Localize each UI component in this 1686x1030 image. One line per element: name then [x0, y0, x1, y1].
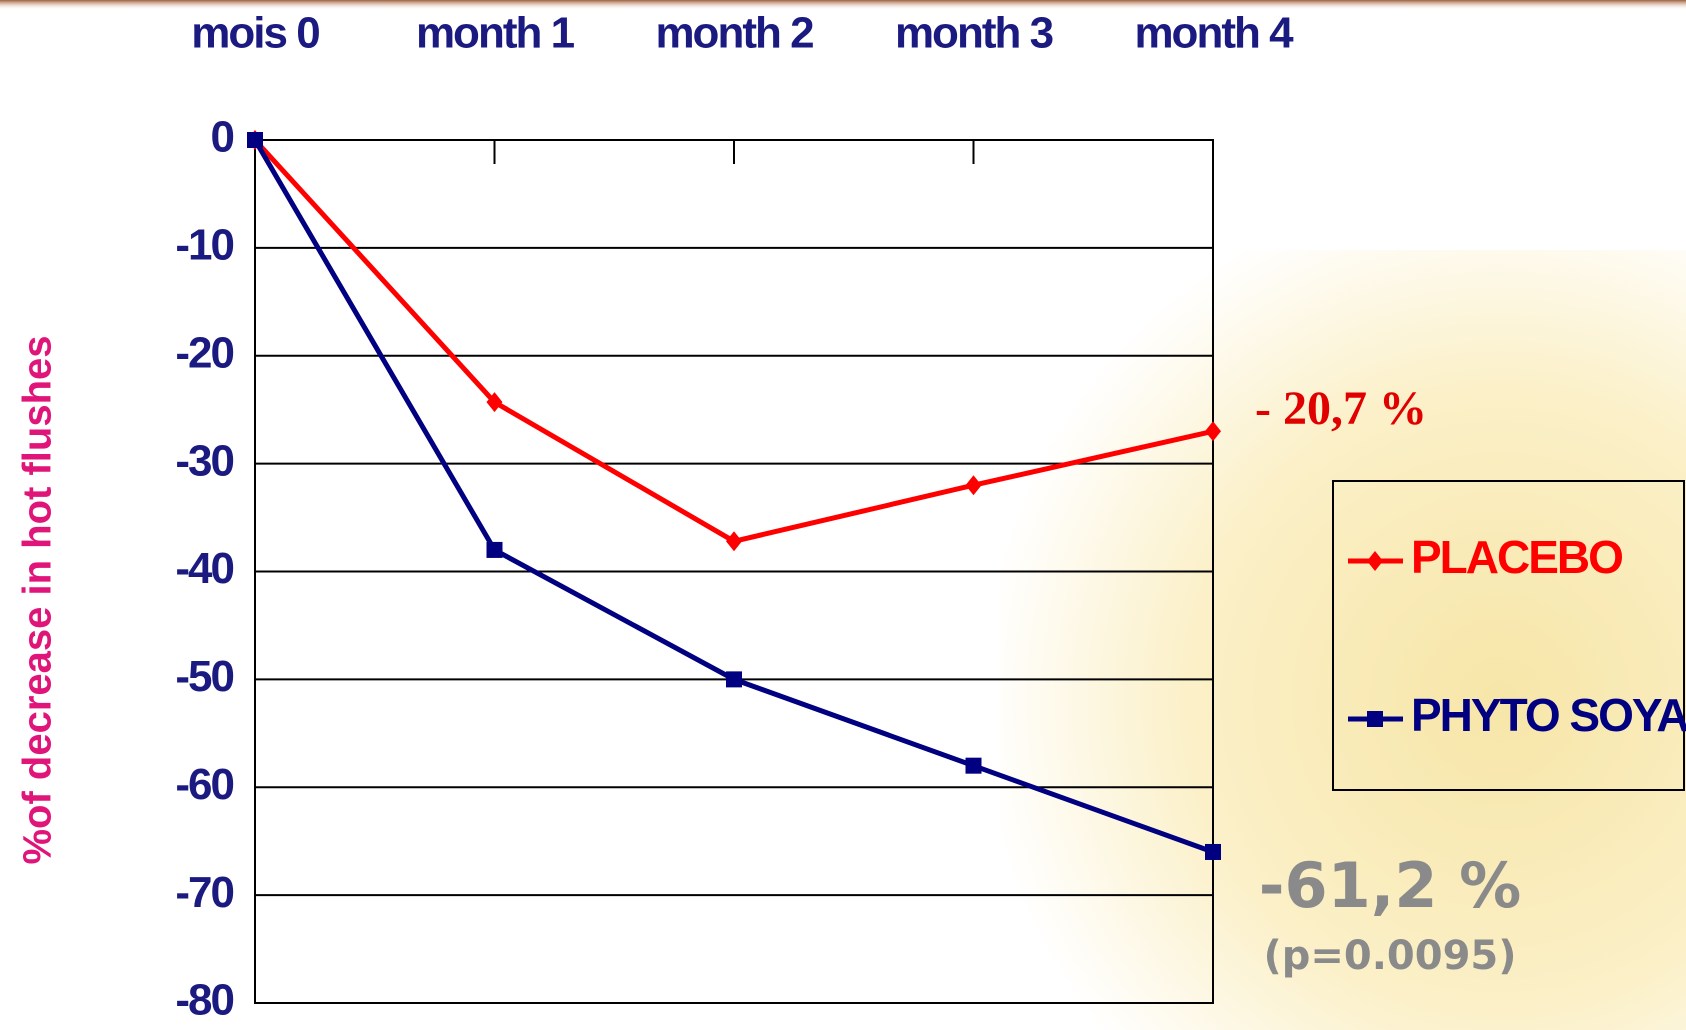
y-tick-label: -50 [175, 652, 233, 701]
marker [1367, 711, 1383, 727]
x-tick-label: month 1 [416, 9, 575, 58]
y-tick-label: -60 [175, 760, 233, 809]
y-tick-label: 0 [211, 113, 234, 162]
x-tick-label: month 3 [895, 9, 1053, 58]
marker [247, 132, 263, 148]
x-tick-label: month 4 [1134, 9, 1294, 58]
x-tick-label: month 2 [655, 9, 813, 58]
legend-label: PLACEBO [1411, 531, 1622, 583]
y-tick-label: -20 [175, 328, 233, 377]
marker [1205, 844, 1221, 860]
y-tick-label: -40 [175, 544, 233, 593]
annotation: -61,2 % [1259, 849, 1521, 922]
page: %of decrease in hot flushes 0 -10 -20 -30 -4… [0, 0, 1686, 1030]
legend-label: PHYTO SOYA [1411, 689, 1686, 741]
marker [726, 671, 742, 687]
y-axis-label: %of decrease in hot flushes [16, 335, 60, 864]
y-tick-label: -80 [175, 976, 233, 1025]
chart: %of decrease in hot flushes 0 -10 -20 -30 -4… [0, 0, 1686, 1030]
x-tick-label: mois 0 [191, 9, 319, 58]
y-tick-label: -70 [175, 868, 233, 917]
marker [966, 758, 982, 774]
y-tick-label: -30 [175, 436, 233, 485]
y-tick-label: -10 [175, 221, 233, 270]
annotation: (p=0.0095) [1263, 933, 1516, 979]
marker [487, 542, 503, 558]
annotation: - 20,7 % [1255, 382, 1427, 435]
